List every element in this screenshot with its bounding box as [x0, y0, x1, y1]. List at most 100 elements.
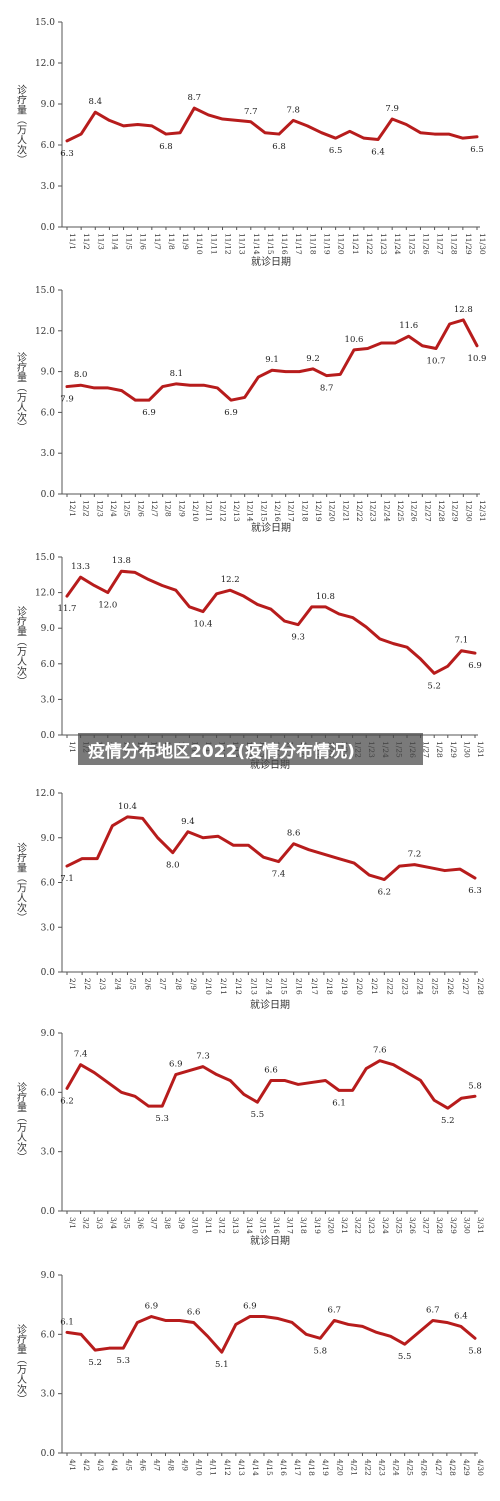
data-label: 6.9 [145, 1302, 159, 1312]
data-point [126, 816, 129, 818]
y-tick-label: 9.0 [41, 1029, 56, 1039]
y-tick-label: 6.0 [41, 879, 56, 889]
data-point [188, 1069, 191, 1072]
data-point [262, 856, 265, 858]
x-tick-label: 4/6 [138, 1459, 147, 1471]
data-label: 5.8 [468, 1081, 482, 1091]
data-point [93, 387, 96, 389]
x-tick-label: 12/24 [382, 500, 391, 522]
x-tick-label: 12/2 [82, 500, 91, 517]
data-point [79, 384, 82, 387]
y-tick-label: 0.0 [41, 1449, 56, 1459]
x-tick-label: 4/4 [110, 1459, 119, 1471]
data-label: 5.2 [427, 681, 441, 691]
data-point [334, 137, 337, 139]
x-tick-label: 12/8 [164, 500, 173, 517]
x-tick-label: 11/30 [478, 233, 487, 255]
data-label: 6.5 [470, 145, 484, 155]
x-tick-label: 2/13 [249, 978, 258, 995]
data-point [171, 851, 174, 854]
x-tick-label: 12/17 [287, 500, 296, 522]
data-point [347, 1323, 350, 1326]
x-tick-label: 2/16 [295, 978, 304, 995]
x-tick-label: 12/3 [95, 500, 104, 517]
data-point [375, 1331, 378, 1334]
data-point [277, 860, 280, 863]
data-point [94, 111, 97, 113]
x-tick-label: 12/6 [136, 500, 145, 517]
x-tick-label: 12/9 [177, 500, 186, 517]
x-tick-label: 2/20 [355, 978, 364, 995]
x-tick-label: 3/29 [449, 1217, 458, 1234]
data-point [413, 863, 416, 866]
data-point [297, 623, 300, 626]
data-label: 5.5 [251, 1110, 265, 1120]
data-label: 6.2 [378, 888, 392, 898]
x-tick-label: 3/25 [394, 1217, 403, 1234]
x-tick-label: 1/30 [462, 741, 471, 758]
data-point [247, 844, 250, 847]
x-tick-label: 4/8 [166, 1459, 175, 1471]
data-point [217, 835, 219, 838]
data-point [448, 323, 451, 325]
x-tick-label: 3/8 [163, 1217, 172, 1229]
x-tick-label: 12/16 [273, 500, 282, 522]
data-point [366, 347, 369, 350]
data-point [150, 1315, 153, 1318]
x-tick-label: 2/17 [310, 978, 319, 995]
x-tick-label: 11/12 [224, 233, 233, 255]
data-label: 6.7 [426, 1305, 440, 1315]
data-point [66, 595, 68, 597]
x-tick-label: 12/15 [259, 500, 268, 522]
x-tick-label: 4/19 [321, 1459, 330, 1476]
data-point [108, 1347, 111, 1349]
y-tick-label: 0.0 [41, 1207, 56, 1217]
data-point [270, 608, 272, 611]
y-tick-label: 3.0 [41, 449, 56, 459]
x-tick-label: 4/25 [406, 1459, 415, 1476]
x-tick-label: 11/8 [167, 233, 176, 250]
data-label: 10.8 [316, 592, 335, 602]
data-point [175, 589, 177, 592]
data-point [229, 1079, 231, 1082]
data-point [165, 133, 167, 135]
data-point [148, 399, 150, 401]
x-tick-label: 3/22 [354, 1217, 363, 1234]
data-point [263, 1315, 265, 1318]
data-point [392, 1063, 395, 1066]
x-axis-title: 就诊日期 [250, 1234, 290, 1247]
data-label: 10.4 [118, 802, 137, 812]
x-tick-label: 2/24 [416, 978, 425, 995]
data-point [447, 133, 450, 135]
data-label: 6.1 [332, 1098, 346, 1108]
data-point [107, 591, 109, 594]
data-label: 6.6 [264, 1065, 278, 1075]
data-point [419, 131, 422, 134]
data-point [333, 1319, 336, 1322]
x-tick-label: 4/3 [96, 1459, 105, 1471]
x-tick-label: 2/10 [204, 978, 213, 995]
x-tick-label: 11/15 [266, 233, 275, 255]
data-point [433, 133, 436, 135]
x-tick-label: 11/14 [252, 233, 261, 255]
data-point [229, 589, 231, 592]
x-tick-label: 2/18 [325, 978, 334, 995]
data-point [235, 1323, 237, 1326]
y-tick-label: 0.0 [41, 968, 56, 978]
data-point [462, 137, 464, 139]
x-tick-label: 4/5 [124, 1459, 133, 1471]
data-point [256, 1101, 259, 1104]
data-point [175, 383, 178, 385]
data-point [431, 1319, 434, 1322]
series-line [65, 815, 477, 882]
data-point [278, 133, 280, 135]
data-point [66, 140, 68, 142]
x-tick-label: 3/6 [136, 1217, 145, 1229]
x-tick-label: 11/10 [195, 233, 204, 255]
x-tick-label: 4/27 [434, 1459, 443, 1476]
x-tick-label: 12/7 [150, 500, 159, 517]
x-tick-label: 12/23 [369, 500, 378, 522]
x-tick-label: 2/1 [68, 978, 77, 990]
data-point [447, 665, 449, 667]
